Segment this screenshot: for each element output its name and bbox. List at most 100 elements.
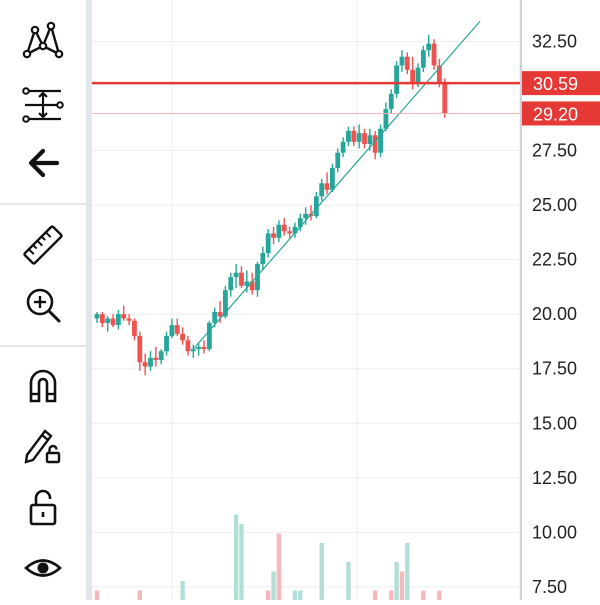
candle [292, 222, 298, 238]
candle [153, 346, 159, 367]
candle [303, 207, 309, 225]
candle-body [244, 281, 250, 286]
candle-body [153, 357, 159, 360]
candle-body [313, 196, 319, 216]
candle [362, 128, 367, 149]
chart-area[interactable]: 32.50 27.50 25.00 22.50 20.00 17.50 15.00 12.50… [92, 0, 600, 600]
candle-body [303, 213, 309, 219]
candle-body [330, 168, 335, 190]
candle-body [287, 231, 292, 234]
volume-bar [389, 590, 394, 600]
candle-body [110, 318, 116, 326]
candle-body [442, 82, 448, 114]
candle-body [319, 183, 325, 197]
price-tick-label: 12.50 [532, 468, 577, 488]
magnet-icon[interactable] [18, 360, 68, 410]
candle [335, 148, 341, 173]
pencil-lock-icon[interactable] [18, 420, 68, 470]
price-tick-label: 17.50 [532, 359, 577, 379]
candle-body [196, 346, 202, 350]
ruler-icon[interactable] [18, 220, 68, 270]
volume-bar [437, 590, 442, 600]
candle-body [260, 253, 266, 264]
candle [394, 61, 399, 99]
candle-body [281, 224, 287, 232]
toolbar-border [86, 0, 92, 600]
volume-bar [276, 533, 282, 600]
candle-body [404, 56, 410, 70]
candle [330, 163, 335, 192]
volume-bar [233, 514, 239, 600]
price-tick-label: 27.50 [532, 141, 577, 161]
eye-icon[interactable] [18, 543, 68, 593]
candle [105, 316, 111, 332]
candle-body [233, 272, 239, 278]
candle [442, 78, 448, 118]
candle [158, 349, 164, 365]
candle-body [346, 130, 351, 142]
volume-bar [137, 590, 142, 600]
candle [206, 320, 212, 352]
candle-body [201, 346, 207, 350]
candle [313, 192, 319, 219]
price-tick-label: 32.50 [532, 31, 577, 51]
candle [287, 226, 292, 238]
candle-body [255, 264, 260, 291]
candle-body [292, 226, 298, 234]
candle-body [356, 133, 362, 142]
unlock-icon[interactable] [18, 482, 68, 532]
candle [420, 45, 426, 72]
candle [126, 314, 132, 326]
last-price-tag: 29.20 [520, 101, 600, 126]
candle [340, 137, 346, 158]
candle [99, 312, 105, 328]
candle-body [362, 133, 367, 144]
candle-body [249, 281, 255, 291]
candle-body [148, 357, 153, 367]
toolbar-separator [0, 345, 86, 347]
candle [164, 331, 169, 356]
price-chart[interactable]: 32.50 27.50 25.00 22.50 20.00 17.50 15.00 12.50… [92, 0, 600, 600]
candle [190, 344, 196, 358]
candle-body [426, 43, 432, 51]
candle [271, 226, 276, 245]
candle-body [399, 56, 405, 66]
candle [185, 336, 191, 356]
candle [228, 272, 234, 297]
candle-body [420, 50, 426, 68]
volume-bar [239, 524, 244, 600]
candle [297, 213, 303, 232]
volume-bar [94, 590, 100, 600]
current-price-tag: 30.59 [520, 71, 600, 96]
zoom-in-icon[interactable] [18, 280, 68, 330]
candle [180, 327, 185, 345]
price-tick-label: 25.00 [532, 195, 577, 215]
candle-body [180, 333, 185, 341]
candle-body [164, 336, 169, 352]
volume-bar [394, 562, 399, 600]
volume-bar [399, 571, 405, 600]
candle-body [415, 67, 421, 83]
volume-bar [421, 590, 426, 600]
candle [372, 130, 378, 160]
candle-body [297, 218, 303, 227]
candle-body [367, 135, 373, 144]
candle-body [185, 340, 191, 352]
candle [148, 351, 153, 371]
candle-body [137, 336, 143, 363]
price-tick-label: 15.00 [532, 413, 577, 433]
volume-bar [180, 581, 185, 600]
candle-body [116, 314, 121, 326]
candle [265, 229, 271, 258]
candle-body [169, 325, 175, 336]
candle [431, 39, 437, 70]
arrow-left-icon[interactable] [18, 138, 68, 188]
candle-body [142, 362, 148, 367]
candle [378, 124, 383, 158]
xabcd-pattern-icon[interactable] [18, 17, 68, 67]
price-tick-label: 20.00 [532, 304, 577, 324]
candle [94, 312, 100, 323]
volume-bar [271, 571, 276, 600]
fib-levels-icon[interactable] [18, 80, 68, 130]
candle [356, 124, 362, 149]
